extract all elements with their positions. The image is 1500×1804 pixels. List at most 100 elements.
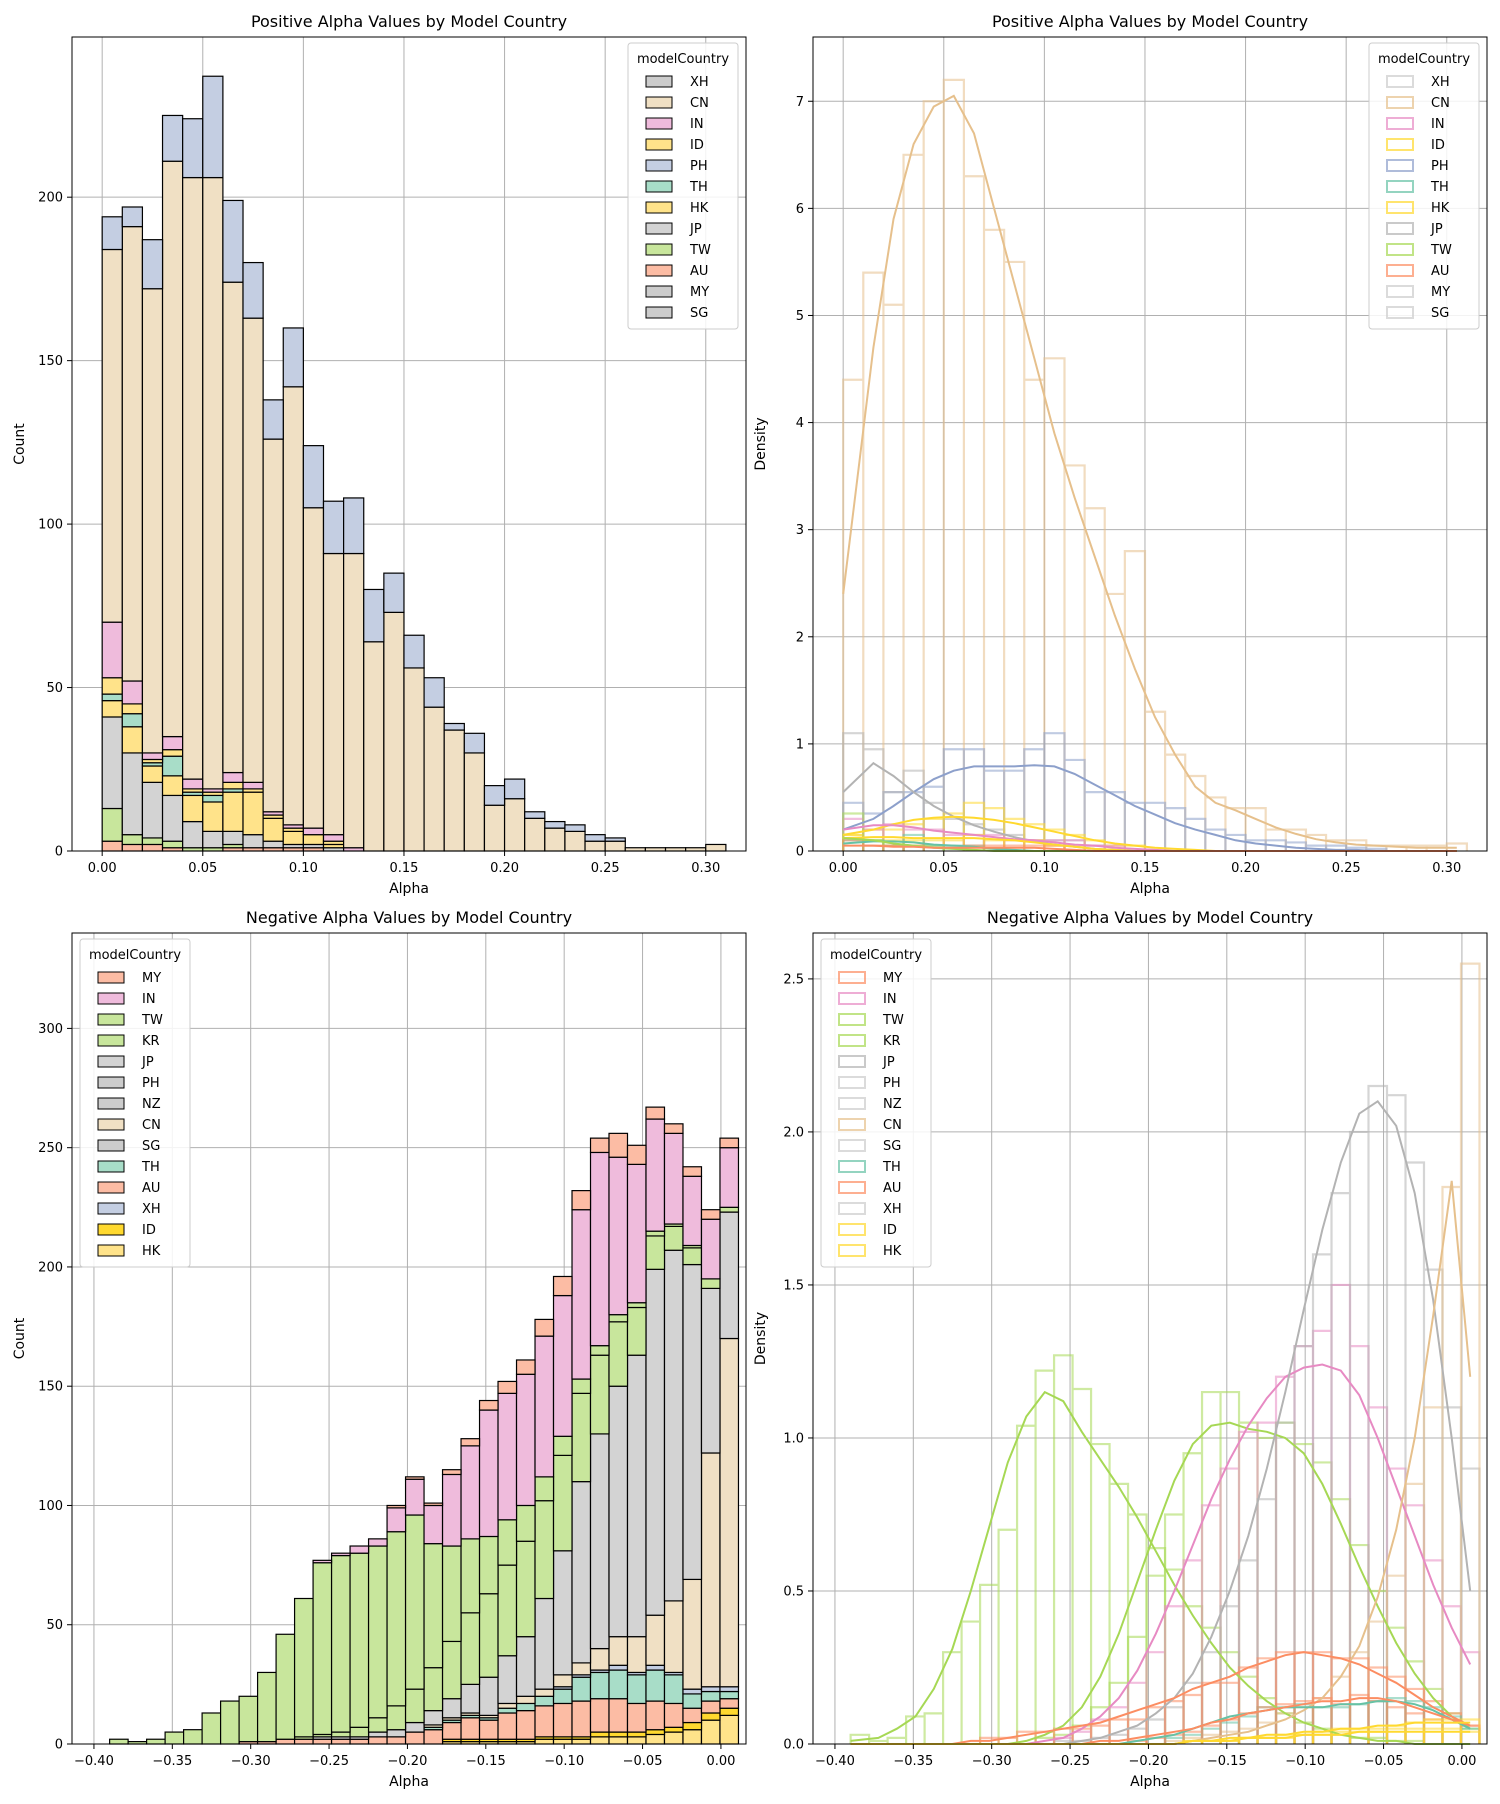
histogram-bar-tw bbox=[386, 1705, 407, 1731]
histogram-bar-cn bbox=[121, 226, 144, 682]
legend-swatch bbox=[645, 75, 673, 88]
histogram-bar-hk bbox=[222, 791, 244, 832]
histogram-bar-cn bbox=[584, 840, 606, 852]
histogram-bar-in bbox=[497, 1392, 518, 1521]
histogram-bar-au bbox=[663, 1702, 684, 1728]
histogram-bar-kr bbox=[497, 1519, 518, 1566]
histogram-bar-tw bbox=[700, 1278, 721, 1290]
x-tick-label: 0.05 bbox=[188, 861, 217, 876]
legend-swatch bbox=[97, 971, 125, 984]
legend-swatch bbox=[838, 1097, 866, 1110]
y-tick-label: 0.5 bbox=[783, 1584, 804, 1599]
histogram-bar-jp bbox=[121, 752, 144, 836]
x-axis-label: Alpha bbox=[1130, 881, 1170, 897]
chart-panel-1: 0.00 0.05 0.10 0.15 0.20 0.25 0.30 0 50 100 150 200… bbox=[12, 12, 747, 897]
legend-entry-label: AU bbox=[142, 1181, 160, 1196]
x-tick-label: −0.35 bbox=[152, 1754, 192, 1769]
legend-entry-label: ID bbox=[142, 1223, 156, 1238]
legend-title: modelCountry bbox=[637, 52, 729, 67]
histogram-bar-th bbox=[626, 1674, 647, 1705]
legend-entry-label: IN bbox=[142, 992, 156, 1007]
legend-entry-label: CN bbox=[1431, 96, 1450, 111]
histogram-bar-id bbox=[161, 749, 184, 757]
histogram-bar-hk bbox=[552, 1738, 573, 1745]
legend-box bbox=[627, 42, 739, 330]
chart-panel-3: −0.40 −0.35 −0.30 −0.25 −0.20 −0.15 −0.10 −0.05… bbox=[12, 908, 747, 1790]
legend-swatch bbox=[645, 306, 673, 319]
histogram-bar-ph bbox=[463, 732, 486, 754]
legend-swatch bbox=[1386, 285, 1414, 298]
histogram-bar-cn bbox=[524, 817, 546, 852]
histogram-bar-jp bbox=[101, 716, 123, 810]
histogram-bar-ph bbox=[302, 445, 325, 509]
histogram-bar-kr bbox=[109, 1738, 129, 1745]
histogram-bar-my bbox=[682, 1166, 703, 1177]
plot-frame bbox=[812, 932, 1488, 1745]
histogram-bar-hk bbox=[719, 1714, 740, 1745]
legend-entry-label: HK bbox=[142, 1244, 161, 1259]
y-tick-label: 0 bbox=[796, 845, 804, 860]
x-tick-label: −0.05 bbox=[623, 1754, 663, 1769]
histogram-bar-au bbox=[515, 1710, 536, 1740]
histogram-bar-cn bbox=[705, 843, 727, 852]
y-tick-label: 2.5 bbox=[783, 972, 804, 987]
x-tick-label: 0.20 bbox=[490, 861, 519, 876]
legend-swatch bbox=[838, 1181, 866, 1194]
histogram-bar-jp bbox=[141, 781, 164, 839]
histogram-bar-in bbox=[441, 1473, 462, 1547]
x-tick-label: −0.20 bbox=[1129, 1754, 1169, 1769]
histogram-bar-tw bbox=[460, 1612, 481, 1685]
plot-frame bbox=[71, 36, 747, 852]
legend-swatch bbox=[97, 1013, 125, 1026]
legend-entry-label: CN bbox=[690, 96, 709, 111]
histogram-bar-tw bbox=[367, 1717, 388, 1733]
histogram-bar-au bbox=[349, 1738, 370, 1745]
histogram-bar-cn bbox=[626, 1636, 647, 1674]
chart-panel-2: 0.00 0.05 0.10 0.15 0.20 0.25 0.30 0 1 2 3 4 5 6 7 Posi… bbox=[753, 12, 1488, 897]
histogram-bar-jp bbox=[571, 1481, 592, 1664]
legend-swatch bbox=[1386, 117, 1414, 130]
x-tick-label: 0.30 bbox=[1432, 861, 1461, 876]
x-tick-label: 0.30 bbox=[691, 861, 720, 876]
histogram-bar-au bbox=[367, 1736, 388, 1745]
histogram-bar-in bbox=[349, 1545, 370, 1554]
histogram-bar-jp bbox=[262, 840, 284, 849]
histogram-bar-jp bbox=[460, 1683, 481, 1714]
histogram-bar-tw bbox=[141, 837, 164, 846]
histogram-bar-ph bbox=[423, 677, 445, 708]
histogram-step-cn bbox=[842, 78, 1468, 851]
histogram-bar-cn bbox=[463, 752, 486, 852]
kde-line-jp bbox=[850, 1099, 1472, 1745]
histogram-bar-cn bbox=[552, 1674, 573, 1688]
legend-swatch bbox=[838, 1139, 866, 1152]
histogram-bar-in bbox=[222, 771, 244, 783]
legend-entry-label: XH bbox=[142, 1202, 161, 1217]
histogram-bar-in bbox=[460, 1445, 481, 1540]
histogram-bar-kr bbox=[367, 1545, 388, 1719]
histogram-bar-in bbox=[700, 1218, 721, 1280]
histogram-bar-hk bbox=[141, 765, 164, 783]
histogram-bar-id bbox=[222, 781, 244, 790]
histogram-bar-my bbox=[608, 1132, 629, 1158]
histogram-bar-hk bbox=[262, 817, 284, 842]
histogram-bar-id bbox=[682, 1721, 703, 1731]
histogram-bar-th bbox=[552, 1688, 573, 1705]
x-tick-label: 0.00 bbox=[1447, 1754, 1476, 1769]
histogram-bar-in bbox=[121, 680, 144, 705]
x-tick-label: −0.30 bbox=[231, 1754, 271, 1769]
histogram-bar-au bbox=[497, 1712, 518, 1740]
legend-entry-label: MY bbox=[883, 971, 902, 986]
histogram-bar-kr bbox=[404, 1514, 425, 1690]
y-tick-label: 100 bbox=[38, 1499, 63, 1514]
histogram-bar-tw bbox=[608, 1321, 629, 1387]
legend-swatch bbox=[97, 992, 125, 1005]
histogram-bar-jp bbox=[423, 1710, 444, 1726]
histogram-bar-jp bbox=[682, 1263, 703, 1581]
x-tick-label: 0.00 bbox=[829, 861, 858, 876]
legend-entry-label: PH bbox=[142, 1076, 160, 1091]
legend-entry-label: SG bbox=[690, 306, 708, 321]
histogram-bar-kr bbox=[645, 1230, 666, 1237]
y-tick-label: 5 bbox=[796, 309, 804, 324]
histogram-bar-au bbox=[423, 1729, 444, 1745]
